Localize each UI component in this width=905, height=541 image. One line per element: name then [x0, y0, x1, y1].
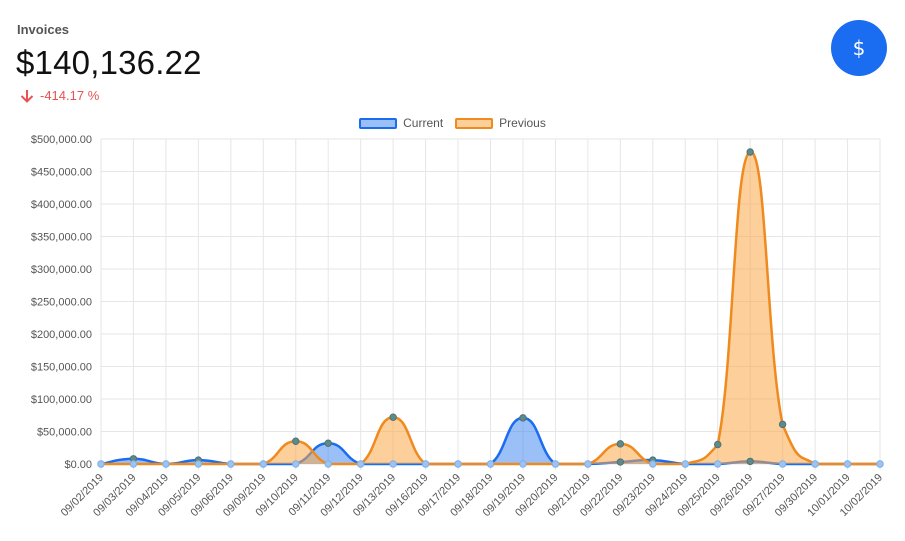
chart-legend: Current Previous [0, 116, 905, 130]
data-point-previous [227, 460, 235, 468]
data-point-current [746, 457, 754, 466]
legend-label-current: Current [403, 116, 444, 130]
change-percent: -414.17 % [40, 88, 100, 103]
data-point-previous [616, 440, 625, 448]
y-tick-label: $450,000.00 [31, 167, 92, 179]
legend-label-previous: Previous [499, 116, 546, 130]
data-point-previous [194, 460, 203, 468]
data-point-previous [97, 460, 105, 468]
y-tick-label: $500,000.00 [31, 134, 92, 146]
dollar-icon: $ [852, 36, 866, 60]
data-point-previous [584, 460, 592, 468]
data-point-previous [681, 460, 689, 468]
legend-swatch-previous [455, 117, 494, 129]
y-tick-label: $200,000.00 [31, 329, 92, 341]
y-tick-label: $0.00 [64, 459, 92, 471]
data-point-previous [356, 460, 365, 468]
data-point-previous [129, 460, 138, 468]
y-tick-label: $100,000.00 [31, 394, 92, 406]
data-point-previous [714, 440, 722, 449]
legend-item-previous[interactable]: Previous [455, 116, 546, 130]
data-point-previous [324, 460, 332, 468]
data-point-previous [519, 460, 527, 468]
data-point-current [324, 439, 332, 447]
dollar-icon-button[interactable]: $ [831, 20, 887, 76]
data-point-previous [421, 460, 430, 468]
data-point-previous [843, 460, 852, 468]
y-tick-label: $400,000.00 [31, 199, 92, 211]
data-point-previous [811, 460, 819, 468]
y-tick-label: $250,000.00 [31, 297, 92, 309]
y-tick-label: $350,000.00 [31, 232, 92, 244]
y-tick-label: $300,000.00 [31, 264, 92, 276]
data-point-current [714, 460, 722, 468]
data-point-previous [389, 413, 397, 421]
data-point-current [389, 460, 397, 468]
data-point-previous [778, 420, 787, 429]
data-point-previous [551, 460, 560, 468]
data-point-previous [162, 460, 170, 468]
data-point-previous [454, 460, 462, 468]
card-title: Invoices [17, 22, 70, 37]
data-point-current [292, 460, 300, 468]
data-point-previous [876, 460, 884, 468]
change-indicator: -414.17 % [20, 88, 99, 103]
data-point-previous [649, 460, 657, 468]
data-point-previous [746, 148, 754, 156]
y-tick-label: $50,000.00 [37, 427, 92, 439]
data-point-previous [486, 460, 495, 468]
legend-item-current[interactable]: Current [359, 116, 443, 130]
data-point-current [778, 460, 787, 468]
total-amount: $140,136.22 [16, 44, 202, 81]
legend-swatch-current [359, 117, 398, 129]
data-point-current [616, 458, 625, 466]
data-point-previous [292, 437, 300, 445]
data-point-previous [259, 460, 267, 468]
y-tick-label: $150,000.00 [31, 362, 92, 374]
data-point-current [519, 414, 527, 422]
arrow-down-icon [20, 89, 34, 103]
